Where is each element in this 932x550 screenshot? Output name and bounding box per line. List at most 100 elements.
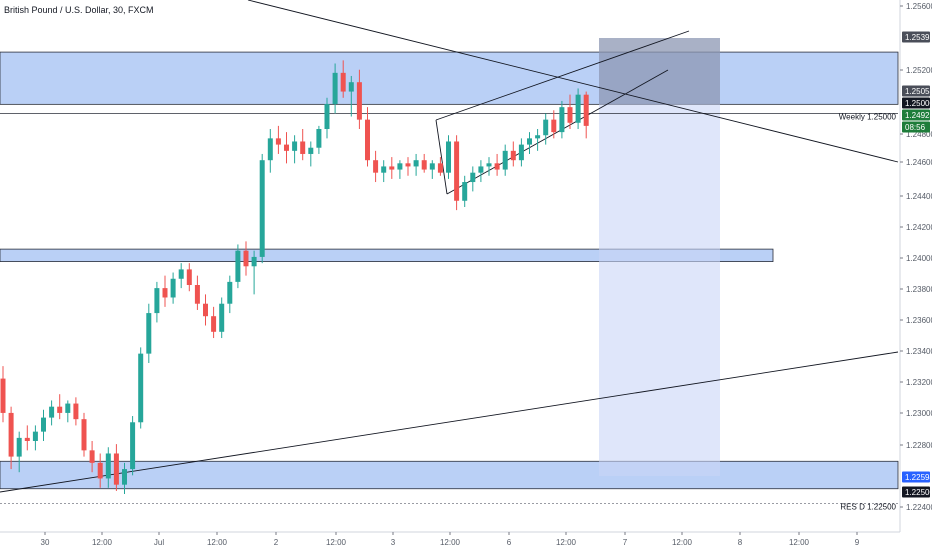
y-tick-label: 1.22400 [906, 503, 932, 512]
x-tick-label: 12:00 [92, 538, 113, 547]
candle-body [227, 281, 233, 304]
candle-body [24, 437, 30, 441]
candle-body [275, 138, 281, 145]
candle-body [292, 141, 298, 151]
candle-body [437, 163, 443, 173]
candle-body [429, 163, 435, 170]
y-tick-label: 1.25200 [906, 66, 932, 75]
candle-body [162, 288, 168, 298]
chart-title: British Pound / U.S. Dollar, 30, FXCM [4, 5, 154, 15]
candle-body [211, 316, 217, 332]
position-stop-area [599, 38, 720, 105]
middle-zone [0, 248, 774, 262]
uptrend-line [0, 351, 899, 493]
resistance-zone [0, 51, 899, 105]
candle-body [8, 412, 14, 457]
y-tick-label: 1.24200 [906, 223, 932, 232]
candle-body [381, 166, 387, 173]
candle-body [243, 250, 249, 267]
price-label: 1.25393 [905, 33, 932, 42]
lines-layer [0, 0, 899, 504]
price-label: 1.25058 [905, 87, 932, 96]
price-label-bg [902, 486, 930, 498]
weekly-level-label: Weekly 1.25000 [839, 112, 897, 121]
candle-body [65, 403, 71, 413]
x-tick-label: 12:00 [440, 538, 461, 547]
candle-body [0, 378, 6, 413]
candle-body [365, 119, 370, 161]
candle-body [518, 144, 524, 161]
candle-body [486, 163, 492, 167]
price-label: 08:56 [905, 123, 926, 132]
candle-body [356, 82, 362, 120]
price-label: 1.22500 [905, 488, 932, 497]
y-tick-label: 1.23400 [906, 347, 932, 356]
candle-body [397, 163, 403, 170]
candle-body [16, 437, 22, 457]
candle-body [105, 453, 111, 479]
candle-body [421, 160, 427, 170]
candle-body [235, 250, 241, 282]
y-tick-label: 1.24800 [906, 130, 932, 139]
candle-body [462, 182, 468, 201]
x-tick-label: 8 [738, 538, 743, 547]
zones-layer [0, 38, 899, 490]
candle-body [203, 303, 208, 317]
price-label-bg [902, 97, 930, 109]
y-tick-label: 1.23000 [906, 409, 932, 418]
candle-body [413, 160, 419, 167]
candle-body [510, 150, 516, 161]
candle-body [567, 107, 573, 123]
price-label: 1.24923 [905, 111, 932, 120]
candle-body [194, 285, 200, 304]
candle-body [478, 166, 484, 173]
price-label: 1.25000 [905, 99, 932, 108]
res-level-label: RES D 1.22500 [840, 502, 896, 511]
candle-body [583, 94, 589, 126]
candle-body [543, 119, 549, 136]
candle-body [170, 278, 176, 298]
candle-body [494, 163, 500, 170]
candle-body [251, 256, 257, 267]
y-tick-label: 1.22800 [906, 441, 932, 450]
downtrend-line [247, 0, 899, 163]
candle-body [405, 163, 411, 167]
x-tick-label: 30 [41, 538, 50, 547]
x-tick-label: 12:00 [672, 538, 693, 547]
price-label: 1.22594 [905, 473, 932, 482]
candle-body [454, 141, 460, 201]
x-tick-label: 2 [274, 538, 279, 547]
candle-body [575, 94, 581, 123]
price-label-bg [902, 121, 930, 133]
candle-body [316, 129, 322, 148]
x-tick-label: 12:00 [789, 538, 810, 547]
y-tick-label: 1.25600 [906, 2, 932, 11]
channel-start-line [435, 119, 448, 195]
candle-body [122, 469, 127, 485]
candles-layer [0, 60, 589, 495]
channel-upper-line [435, 30, 690, 121]
candle-body [178, 269, 184, 279]
x-tick-label: 12:00 [207, 538, 228, 547]
candle-body [89, 450, 95, 463]
candle-body [284, 144, 289, 151]
support-zone [0, 460, 899, 490]
candle-body [324, 104, 330, 129]
y-tick-label: 1.23200 [906, 378, 932, 387]
candle-body [340, 72, 346, 92]
candle-body [389, 166, 395, 170]
y-tick-label: 1.23600 [906, 316, 932, 325]
candle-body [259, 160, 265, 257]
x-tick-label: 3 [391, 538, 396, 547]
candle-body [559, 107, 565, 133]
overlay-layer: Weekly 1.25000 RES D 1.22500 [839, 112, 897, 511]
candle-body [154, 288, 160, 314]
candle-body [73, 403, 79, 420]
x-tick-label: 7 [623, 538, 628, 547]
x-tick-label: 12:00 [326, 538, 347, 547]
price-label-bg [902, 31, 930, 43]
candle-body [308, 147, 314, 154]
x-tick-label: 6 [507, 538, 512, 547]
